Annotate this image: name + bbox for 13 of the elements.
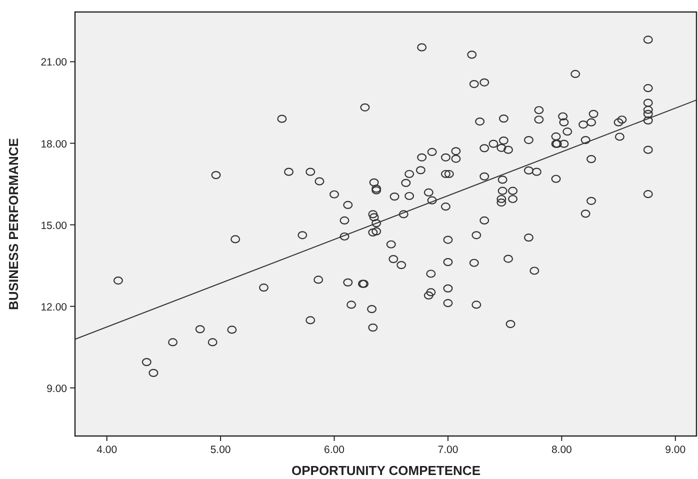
x-tick-label: 7.00: [438, 444, 458, 456]
y-tick-label: 15.00: [40, 220, 68, 232]
y-axis-title: BUSINESS PERFORMANCE: [6, 138, 21, 310]
x-tick-label: 9.00: [665, 444, 686, 456]
y-tick-label: 21.00: [40, 56, 68, 69]
x-tick-label: 5.00: [210, 444, 231, 456]
y-tick-label: 9.00: [46, 382, 68, 395]
x-tick-label: 6.00: [324, 444, 345, 456]
x-axis-title: OPPORTUNITY COMPETENCE: [291, 463, 481, 478]
x-tick-label: 8.00: [551, 444, 572, 456]
y-tick-label: 18.00: [40, 138, 68, 150]
x-tick-label: 4.00: [96, 444, 118, 456]
y-tick-label: 12.00: [40, 301, 68, 314]
